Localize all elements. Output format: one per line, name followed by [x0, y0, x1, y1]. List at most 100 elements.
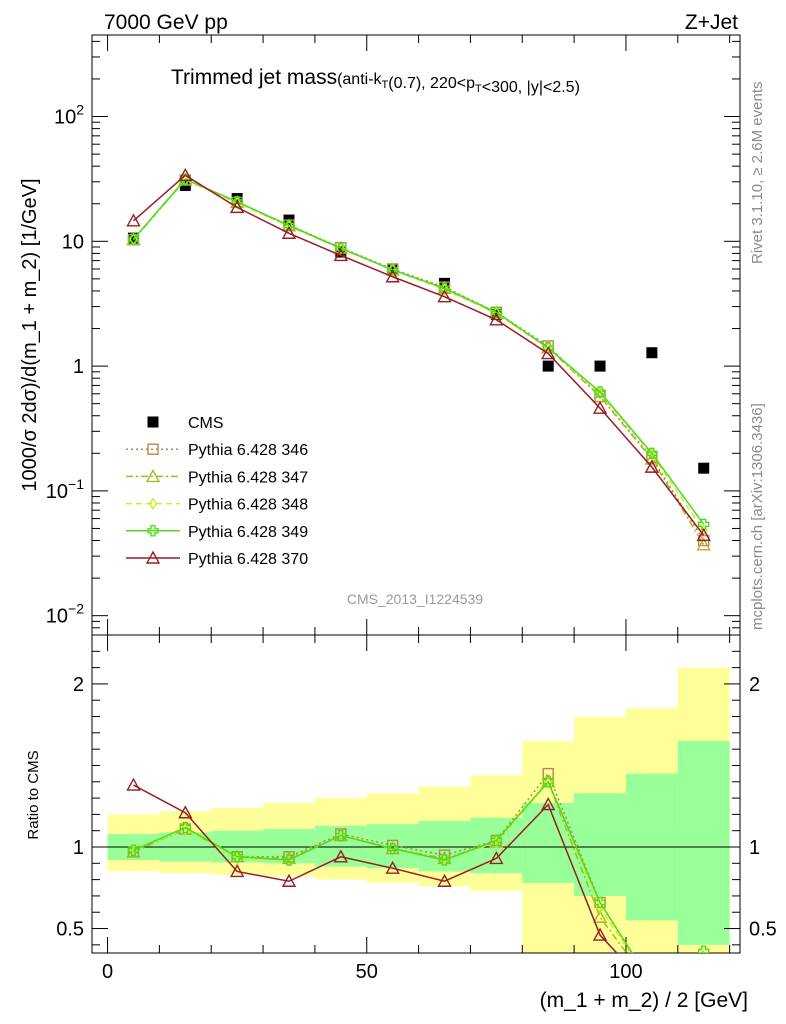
data-point — [231, 851, 243, 863]
process-label: Z+Jet — [685, 11, 738, 34]
stat-band-bin — [522, 802, 575, 883]
rivet-version-label: Rivet 3.1.10, ≥ 2.6M events — [749, 82, 766, 265]
plot-title: Trimmed jet mass(anti-kT(0.7), 220<pT<30… — [171, 66, 580, 96]
data-point — [386, 842, 399, 855]
data-point — [335, 829, 347, 842]
data-point — [438, 854, 451, 866]
data-point — [592, 927, 608, 941]
legend-entry: CMS — [147, 415, 224, 432]
data-point — [179, 821, 192, 834]
plot-title-main: Trimmed jet mass — [171, 66, 337, 89]
main-y-axis-label: 1000/σ 2dσ)/d(m_1 + m_2) [1/GeV] — [19, 178, 41, 491]
data-point — [126, 213, 141, 227]
data-point — [592, 909, 608, 923]
legend-entry: Pythia 6.428 347 — [126, 468, 308, 486]
data-point — [491, 835, 501, 849]
stat-band-bin — [314, 825, 367, 867]
legend-entry: Pythia 6.428 348 — [126, 497, 308, 514]
data-point — [542, 360, 554, 372]
series-line — [132, 179, 705, 541]
data-point — [333, 248, 349, 262]
data-point — [281, 873, 297, 887]
data-point — [127, 233, 140, 245]
ratio-series-group — [126, 767, 710, 989]
data-point — [148, 497, 158, 510]
data-point — [145, 468, 161, 483]
main-series-group — [126, 167, 711, 551]
legend-label: Pythia 6.428 346 — [188, 442, 308, 459]
analysis-id: CMS_2013_I1224539 — [347, 591, 483, 607]
data-point — [696, 537, 711, 551]
data-point — [698, 957, 710, 968]
tick-exponent: −1 — [68, 476, 84, 492]
data-point — [231, 196, 243, 208]
subscript-t: T — [382, 79, 389, 91]
data-point — [333, 849, 349, 863]
series-pythia-6-428-370 — [126, 777, 710, 968]
data-point — [229, 199, 245, 214]
data-point — [386, 839, 399, 852]
ratio-axis-ticks: 0.5 0.5 1 1 2 2 0 50 100 — [56, 635, 777, 983]
ratio-y-tick-label-right: 2 — [749, 674, 760, 696]
legend-label: Pythia 6.428 347 — [188, 469, 308, 486]
x-tick-label: 100 — [609, 961, 642, 983]
data-point — [594, 386, 606, 398]
x-axis-label: (m_1 + m_2) / 2 [GeV] — [540, 989, 748, 1012]
data-point — [385, 269, 400, 283]
series-pythia-6-428-347 — [126, 172, 711, 551]
energy-label: 7000 GeV pp — [104, 11, 228, 34]
data-point — [594, 360, 606, 372]
ratio-y-tick-label-right: 0.5 — [749, 919, 777, 941]
subtitle-part: (0.7), 220<p — [388, 75, 475, 92]
data-point — [696, 527, 711, 542]
series-pythia-6-428-370 — [126, 167, 711, 542]
ratio-plot-frame — [91, 634, 741, 954]
subtitle-part: <300, |y|<2.5) — [482, 79, 580, 96]
data-point — [147, 443, 159, 455]
legend-label: Pythia 6.428 370 — [188, 551, 308, 568]
data-point — [595, 387, 605, 400]
legend-entry: Pythia 6.428 349 — [126, 524, 308, 541]
data-point — [147, 416, 159, 428]
data-point — [145, 550, 161, 564]
data-point — [647, 979, 657, 989]
data-point — [281, 225, 297, 239]
data-point — [542, 767, 554, 780]
tick-base: 10 — [54, 107, 76, 129]
mcplots-source-label: mcplots.cern.ch [arXiv:1306.3436] — [749, 403, 766, 630]
ratio-y-tick-label-left: 0.5 — [56, 919, 84, 941]
main-y-tick-label: 10−1 — [46, 476, 84, 503]
ratio-uncertainty-bands — [92, 667, 740, 953]
data-point — [594, 896, 606, 909]
series-line — [133, 784, 618, 953]
data-point — [592, 400, 608, 414]
subtitle-part: (anti-k — [337, 71, 382, 88]
data-point — [541, 797, 556, 811]
data-point — [180, 822, 190, 836]
data-point — [699, 963, 709, 973]
data-point — [541, 346, 556, 360]
data-point — [698, 945, 710, 953]
subscript-t: T — [475, 83, 482, 95]
series-pythia-6-428-349 — [127, 173, 710, 530]
series-line — [132, 174, 705, 536]
data-point — [283, 854, 295, 866]
series-line — [133, 780, 705, 953]
data-point — [702, 951, 705, 953]
ratio-y-tick-label-left: 1 — [73, 837, 84, 859]
data-point — [698, 518, 710, 530]
tick-exponent: −2 — [68, 601, 84, 617]
tick-base: 10 — [46, 606, 68, 628]
data-point — [127, 844, 140, 856]
tick-exponent: 2 — [76, 102, 84, 118]
main-y-tick-label: 10−2 — [46, 601, 84, 628]
ratio-y-tick-label-left: 2 — [73, 674, 84, 696]
data-point — [385, 860, 400, 874]
legend: CMS Pythia 6.428 346 Pythia 6.428 347 Pythi… — [126, 415, 308, 568]
data-point — [178, 167, 193, 181]
data-point — [489, 850, 504, 865]
data-point — [542, 342, 554, 354]
main-y-tick-label: 102 — [54, 102, 84, 129]
